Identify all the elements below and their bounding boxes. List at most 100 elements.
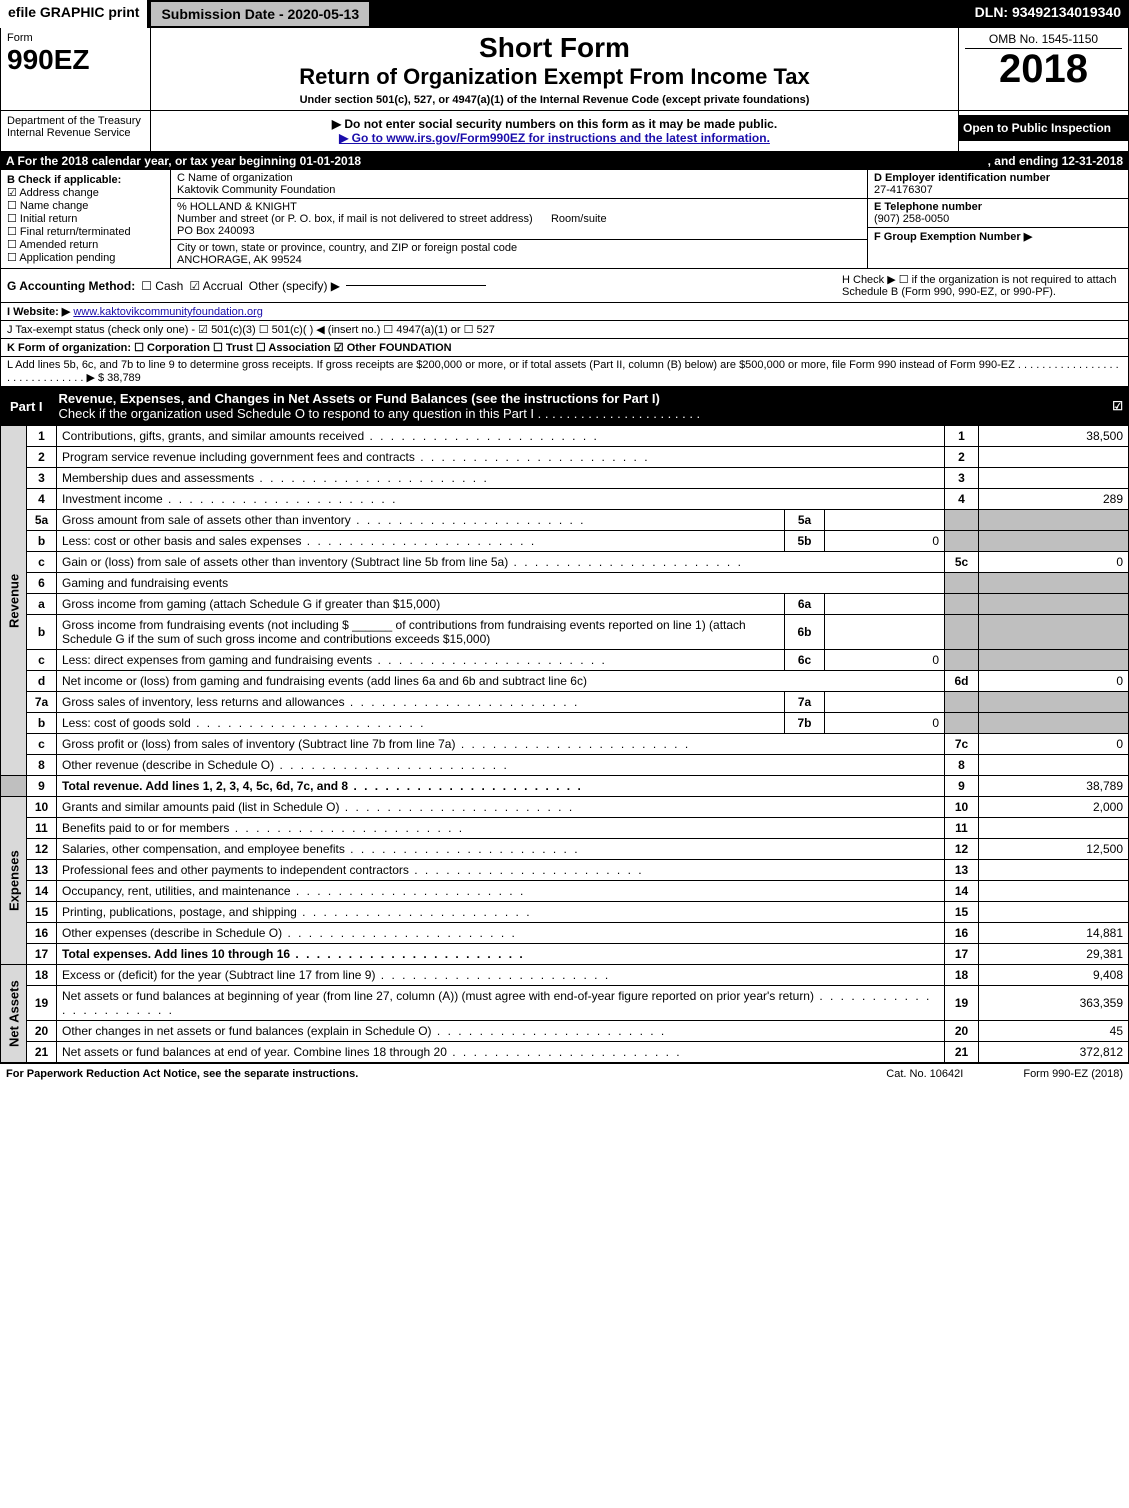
v-5b-shade <box>979 531 1129 552</box>
phone-value: (907) 258-0050 <box>874 213 949 225</box>
v-7b-shade <box>979 713 1129 734</box>
rn-5b-shade <box>945 531 979 552</box>
chk-address-change[interactable]: Address change <box>7 187 99 199</box>
g-label: G Accounting Method: <box>7 279 135 293</box>
rn-4: 4 <box>945 489 979 510</box>
footer-left: For Paperwork Reduction Act Notice, see … <box>6 1068 886 1080</box>
group-exemption-label: F Group Exemption Number ▶ <box>874 231 1032 243</box>
v-6a-shade <box>979 594 1129 615</box>
v-11 <box>979 818 1129 839</box>
mv-5b: 0 <box>825 531 945 552</box>
chk-amended-return[interactable]: Amended return <box>7 239 98 251</box>
open-public-box: Open to Public Inspection <box>959 115 1128 141</box>
n-6: 6 <box>27 573 57 594</box>
v-10: 2,000 <box>979 797 1129 818</box>
rn-7a-shade <box>945 692 979 713</box>
d-19: Net assets or fund balances at beginning… <box>62 989 931 1017</box>
box-c-name-label: C Name of organization <box>177 172 293 184</box>
org-name: Kaktovik Community Foundation <box>177 184 335 196</box>
mv-6c: 0 <box>825 650 945 671</box>
rn-6c-shade <box>945 650 979 671</box>
mv-7b: 0 <box>825 713 945 734</box>
line-k: K Form of organization: ☐ Corporation ☐ … <box>0 339 1129 357</box>
rn-18: 18 <box>945 965 979 986</box>
rn-21: 21 <box>945 1042 979 1063</box>
lines-table: Revenue 1 Contributions, gifts, grants, … <box>0 425 1129 1063</box>
chk-final-return[interactable]: Final return/terminated <box>7 226 131 238</box>
city-value: ANCHORAGE, AK 99524 <box>177 254 302 266</box>
goto-link[interactable]: ▶ Go to www.irs.gov/Form990EZ for instru… <box>339 131 770 145</box>
mn-6c: 6c <box>785 650 825 671</box>
chk-name-change[interactable]: Name change <box>7 200 88 212</box>
chk-application-pending[interactable]: Application pending <box>7 252 115 264</box>
info-block: B Check if applicable: Address change Na… <box>0 170 1129 269</box>
mn-5b: 5b <box>785 531 825 552</box>
n-1: 1 <box>27 426 57 447</box>
rn-6-shade <box>945 573 979 594</box>
v-6b-shade <box>979 615 1129 650</box>
chk-accrual[interactable]: Accrual <box>189 279 242 293</box>
d-6b: Gross income from fundraising events (no… <box>57 615 785 650</box>
phone-label: E Telephone number <box>874 201 982 213</box>
header-row-2: Department of the Treasury Internal Reve… <box>0 111 1129 152</box>
n-5a: 5a <box>27 510 57 531</box>
submission-date: Submission Date - 2020-05-13 <box>149 0 371 28</box>
n-9: 9 <box>27 776 57 797</box>
n-20: 20 <box>27 1021 57 1042</box>
d-4: Investment income <box>62 492 397 506</box>
side-expenses: Expenses <box>1 797 27 965</box>
d-6: Gaming and fundraising events <box>57 573 945 594</box>
chk-cash[interactable]: Cash <box>141 279 183 293</box>
n-13: 13 <box>27 860 57 881</box>
mv-6a <box>825 594 945 615</box>
line-i: I Website: ▶ www.kaktovikcommunityfounda… <box>0 303 1129 321</box>
v-7c: 0 <box>979 734 1129 755</box>
g-other-blank[interactable] <box>346 285 486 286</box>
side-netassets: Net Assets <box>1 965 27 1063</box>
d-11: Benefits paid to or for members <box>62 821 464 835</box>
mn-7a: 7a <box>785 692 825 713</box>
d-6a: Gross income from gaming (attach Schedul… <box>57 594 785 615</box>
d-20: Other changes in net assets or fund bala… <box>62 1024 666 1038</box>
d-15: Printing, publications, postage, and shi… <box>62 905 532 919</box>
rn-6d: 6d <box>945 671 979 692</box>
efile-label: efile GRAPHIC print <box>0 0 147 28</box>
website-link[interactable]: www.kaktovikcommunityfoundation.org <box>73 306 263 318</box>
part-i-check-icon[interactable]: ☑ <box>1112 399 1129 413</box>
ein-value: 27-4176307 <box>874 184 933 196</box>
n-10: 10 <box>27 797 57 818</box>
n-12: 12 <box>27 839 57 860</box>
n-16: 16 <box>27 923 57 944</box>
n-6b: b <box>27 615 57 650</box>
v-19: 363,359 <box>979 986 1129 1021</box>
period-begin: A For the 2018 calendar year, or tax yea… <box>6 154 988 168</box>
n-4: 4 <box>27 489 57 510</box>
d-3: Membership dues and assessments <box>62 471 489 485</box>
rn-20: 20 <box>945 1021 979 1042</box>
short-form-title: Short Form <box>157 32 952 64</box>
d-9: Total revenue. Add lines 1, 2, 3, 4, 5c,… <box>62 779 583 793</box>
mv-5a <box>825 510 945 531</box>
v-7a-shade <box>979 692 1129 713</box>
d-6d: Net income or (loss) from gaming and fun… <box>57 671 945 692</box>
box-b-title: B Check if applicable: <box>7 174 121 186</box>
rn-14: 14 <box>945 881 979 902</box>
n-5b: b <box>27 531 57 552</box>
form-word: Form <box>7 32 144 44</box>
n-6a: a <box>27 594 57 615</box>
n-3: 3 <box>27 468 57 489</box>
rn-16: 16 <box>945 923 979 944</box>
d-7b: Less: cost of goods sold <box>62 716 425 730</box>
rn-6a-shade <box>945 594 979 615</box>
v-5c: 0 <box>979 552 1129 573</box>
rn-7c: 7c <box>945 734 979 755</box>
v-13 <box>979 860 1129 881</box>
v-4: 289 <box>979 489 1129 510</box>
d-12: Salaries, other compensation, and employ… <box>62 842 580 856</box>
d-7c: Gross profit or (loss) from sales of inv… <box>62 737 690 751</box>
form-number: 990EZ <box>7 44 144 76</box>
n-2: 2 <box>27 447 57 468</box>
chk-initial-return[interactable]: Initial return <box>7 213 77 225</box>
n-8: 8 <box>27 755 57 776</box>
v-20: 45 <box>979 1021 1129 1042</box>
